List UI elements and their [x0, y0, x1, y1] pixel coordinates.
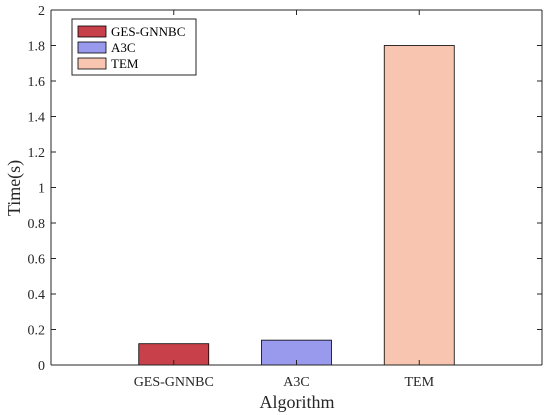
y-axis-title: Time(s): [4, 160, 25, 216]
legend-swatch-0: [77, 25, 107, 38]
legend-swatch-1: [77, 41, 107, 54]
y-tick-label: 1.2: [28, 146, 46, 161]
legend-label-1: A3C: [111, 40, 136, 55]
y-tick-label: 0.4: [28, 288, 46, 303]
legend-label-2: TEM: [111, 56, 139, 71]
x-tick-label: GES-GNNBC: [134, 375, 214, 390]
x-tick-label: TEM: [404, 375, 434, 390]
legend-swatch-2: [77, 57, 107, 70]
legend-label-0: GES-GNNBC: [111, 24, 185, 39]
y-tick-label: 1: [38, 182, 45, 197]
y-tick-label: 1.8: [28, 40, 46, 55]
y-tick-label: 0: [38, 359, 45, 374]
y-tick-label: 0.6: [28, 253, 46, 268]
y-tick-label: 1.6: [28, 75, 46, 90]
y-tick-label: 1.4: [28, 111, 46, 126]
x-axis-title: Algorithm: [260, 392, 335, 412]
x-tick-label: A3C: [283, 375, 309, 390]
y-tick-label: 0.2: [28, 324, 46, 339]
y-tick-label: 2: [38, 4, 45, 19]
legend: GES-GNNBC A3C TEM: [71, 18, 197, 76]
bar-tem: [383, 45, 455, 366]
y-tick-label: 0.8: [28, 217, 46, 232]
